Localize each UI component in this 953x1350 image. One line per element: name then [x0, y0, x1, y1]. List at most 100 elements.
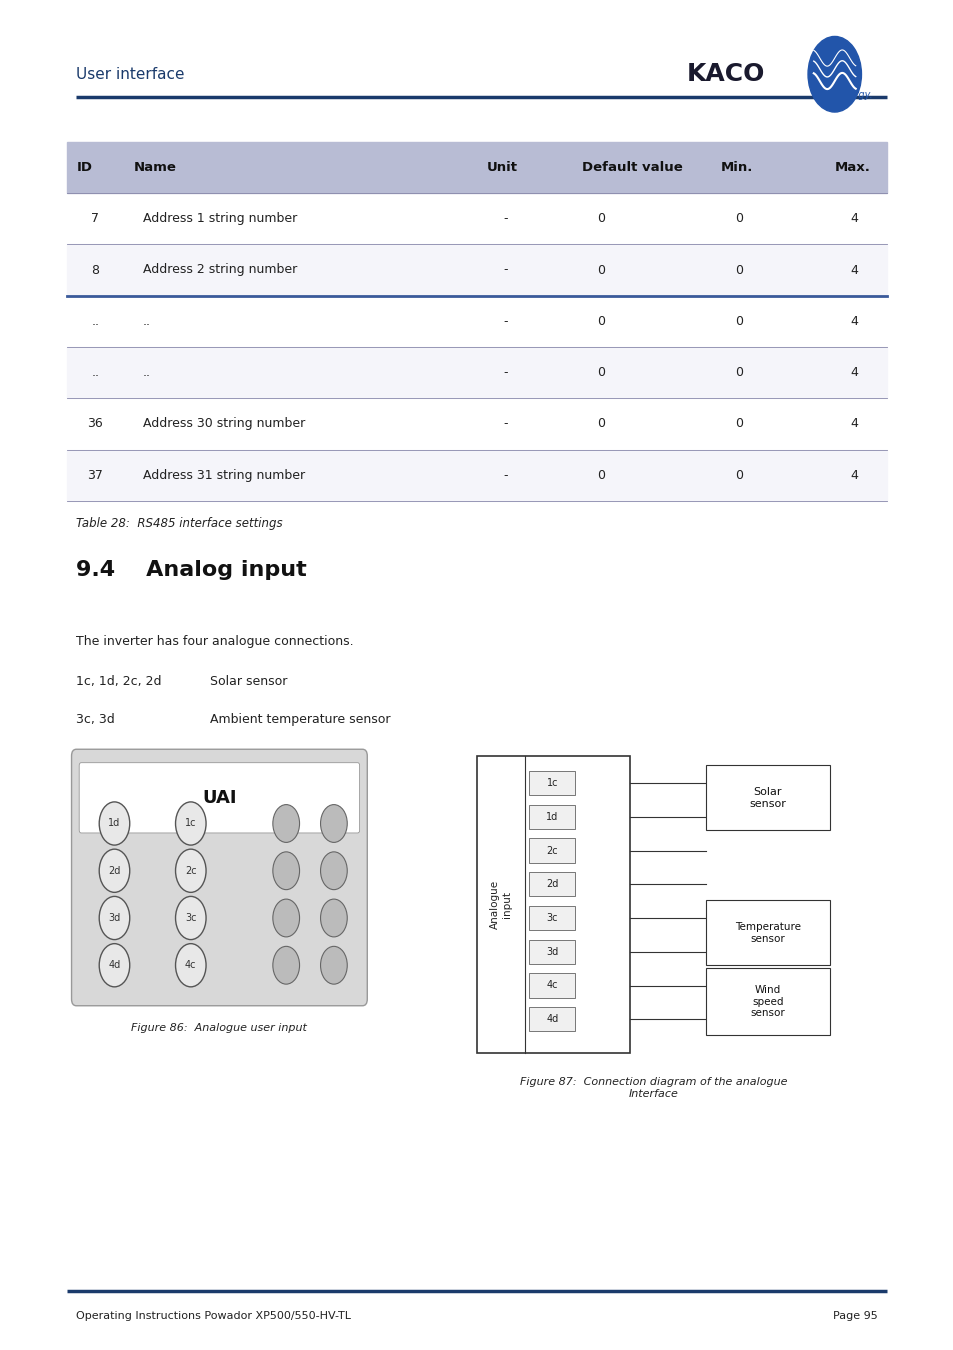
- Text: -: -: [503, 212, 507, 225]
- Bar: [67, 450, 886, 501]
- Bar: [529, 872, 575, 896]
- Text: 0: 0: [597, 468, 604, 482]
- Text: The inverter has four analogue connections.: The inverter has four analogue connectio…: [76, 634, 354, 648]
- Circle shape: [320, 805, 347, 842]
- Text: 0: 0: [735, 417, 742, 431]
- Bar: [67, 347, 886, 398]
- Text: -: -: [503, 315, 507, 328]
- Circle shape: [320, 946, 347, 984]
- Bar: [705, 765, 829, 830]
- FancyBboxPatch shape: [79, 763, 359, 833]
- Text: ..: ..: [91, 366, 99, 379]
- Text: 1c: 1c: [185, 818, 196, 829]
- Text: Table 28:  RS485 interface settings: Table 28: RS485 interface settings: [76, 517, 283, 531]
- Circle shape: [99, 896, 130, 940]
- Circle shape: [320, 852, 347, 890]
- Text: 0: 0: [735, 315, 742, 328]
- Text: KACO: KACO: [686, 62, 764, 86]
- Circle shape: [273, 899, 299, 937]
- Text: 2d: 2d: [546, 879, 558, 890]
- Text: 0: 0: [735, 468, 742, 482]
- Circle shape: [99, 802, 130, 845]
- Bar: [529, 838, 575, 863]
- Text: -: -: [503, 263, 507, 277]
- Text: 0: 0: [735, 263, 742, 277]
- Text: Wind
speed
sensor: Wind speed sensor: [750, 986, 784, 1018]
- Text: 36: 36: [88, 417, 103, 431]
- Text: 3d: 3d: [546, 946, 558, 957]
- Text: 37: 37: [88, 468, 103, 482]
- Text: 4: 4: [849, 212, 857, 225]
- Circle shape: [273, 852, 299, 890]
- Bar: [529, 906, 575, 930]
- Circle shape: [99, 849, 130, 892]
- Text: 0: 0: [597, 417, 604, 431]
- Text: -: -: [503, 417, 507, 431]
- Text: 4: 4: [849, 417, 857, 431]
- Text: Temperature
sensor: Temperature sensor: [734, 922, 801, 944]
- Text: Address 1 string number: Address 1 string number: [143, 212, 297, 225]
- Text: 4c, 4d: 4c, 4d: [76, 751, 115, 764]
- Text: 1c, 1d, 2c, 2d: 1c, 1d, 2c, 2d: [76, 675, 162, 688]
- Text: Unit: Unit: [486, 161, 517, 174]
- Text: 4d: 4d: [546, 1014, 558, 1025]
- Text: Solar sensor: Solar sensor: [210, 675, 287, 688]
- Text: ..: ..: [91, 315, 99, 328]
- Bar: [529, 771, 575, 795]
- Text: Min.: Min.: [720, 161, 752, 174]
- Text: Page 95: Page 95: [832, 1311, 877, 1320]
- Circle shape: [273, 946, 299, 984]
- Text: ..: ..: [143, 315, 151, 328]
- Circle shape: [175, 896, 206, 940]
- Circle shape: [175, 802, 206, 845]
- Text: 3c: 3c: [546, 913, 558, 923]
- Text: Address 31 string number: Address 31 string number: [143, 468, 305, 482]
- Bar: [67, 142, 886, 193]
- Text: 3c: 3c: [185, 913, 196, 923]
- Text: new energy.: new energy.: [812, 89, 872, 100]
- Text: 4d: 4d: [109, 960, 120, 971]
- Text: 3c, 3d: 3c, 3d: [76, 713, 115, 726]
- Text: 4: 4: [849, 468, 857, 482]
- Text: 0 to 10V: 0 to 10V: [210, 788, 262, 802]
- Circle shape: [320, 899, 347, 937]
- Text: Name: Name: [133, 161, 176, 174]
- Circle shape: [175, 849, 206, 892]
- Text: 0: 0: [735, 212, 742, 225]
- Circle shape: [99, 944, 130, 987]
- Text: User interface: User interface: [76, 66, 185, 82]
- Text: 2c: 2c: [185, 865, 196, 876]
- Text: ..: ..: [143, 366, 151, 379]
- Text: 3d: 3d: [109, 913, 120, 923]
- Text: Input range: Input range: [76, 788, 149, 802]
- Circle shape: [273, 805, 299, 842]
- Bar: [705, 900, 829, 965]
- Text: Solar
sensor: Solar sensor: [749, 787, 785, 809]
- Circle shape: [175, 944, 206, 987]
- Text: -: -: [503, 366, 507, 379]
- Text: Address 30 string number: Address 30 string number: [143, 417, 305, 431]
- Text: 0: 0: [597, 263, 604, 277]
- Text: 8: 8: [91, 263, 99, 277]
- Text: 9.4    Analog input: 9.4 Analog input: [76, 560, 307, 580]
- Text: 4: 4: [849, 263, 857, 277]
- Text: Ambient temperature sensor: Ambient temperature sensor: [210, 713, 390, 726]
- Text: Max.: Max.: [834, 161, 870, 174]
- FancyBboxPatch shape: [71, 749, 367, 1006]
- Text: 0: 0: [735, 366, 742, 379]
- Text: 4: 4: [849, 315, 857, 328]
- Text: Address 2 string number: Address 2 string number: [143, 263, 297, 277]
- Text: 4: 4: [849, 366, 857, 379]
- Text: Wind speed sensor: Wind speed sensor: [210, 751, 328, 764]
- Text: Analogue
input: Analogue input: [490, 880, 511, 929]
- Text: 2d: 2d: [109, 865, 120, 876]
- Bar: [529, 805, 575, 829]
- Bar: [67, 244, 886, 296]
- Bar: [529, 1007, 575, 1031]
- Circle shape: [807, 36, 861, 112]
- Text: Figure 86:  Analogue user input: Figure 86: Analogue user input: [132, 1023, 307, 1033]
- Text: 4c: 4c: [185, 960, 196, 971]
- Text: 0: 0: [597, 212, 604, 225]
- Text: Figure 87:  Connection diagram of the analogue
Interface: Figure 87: Connection diagram of the ana…: [519, 1077, 786, 1099]
- Text: 0: 0: [597, 315, 604, 328]
